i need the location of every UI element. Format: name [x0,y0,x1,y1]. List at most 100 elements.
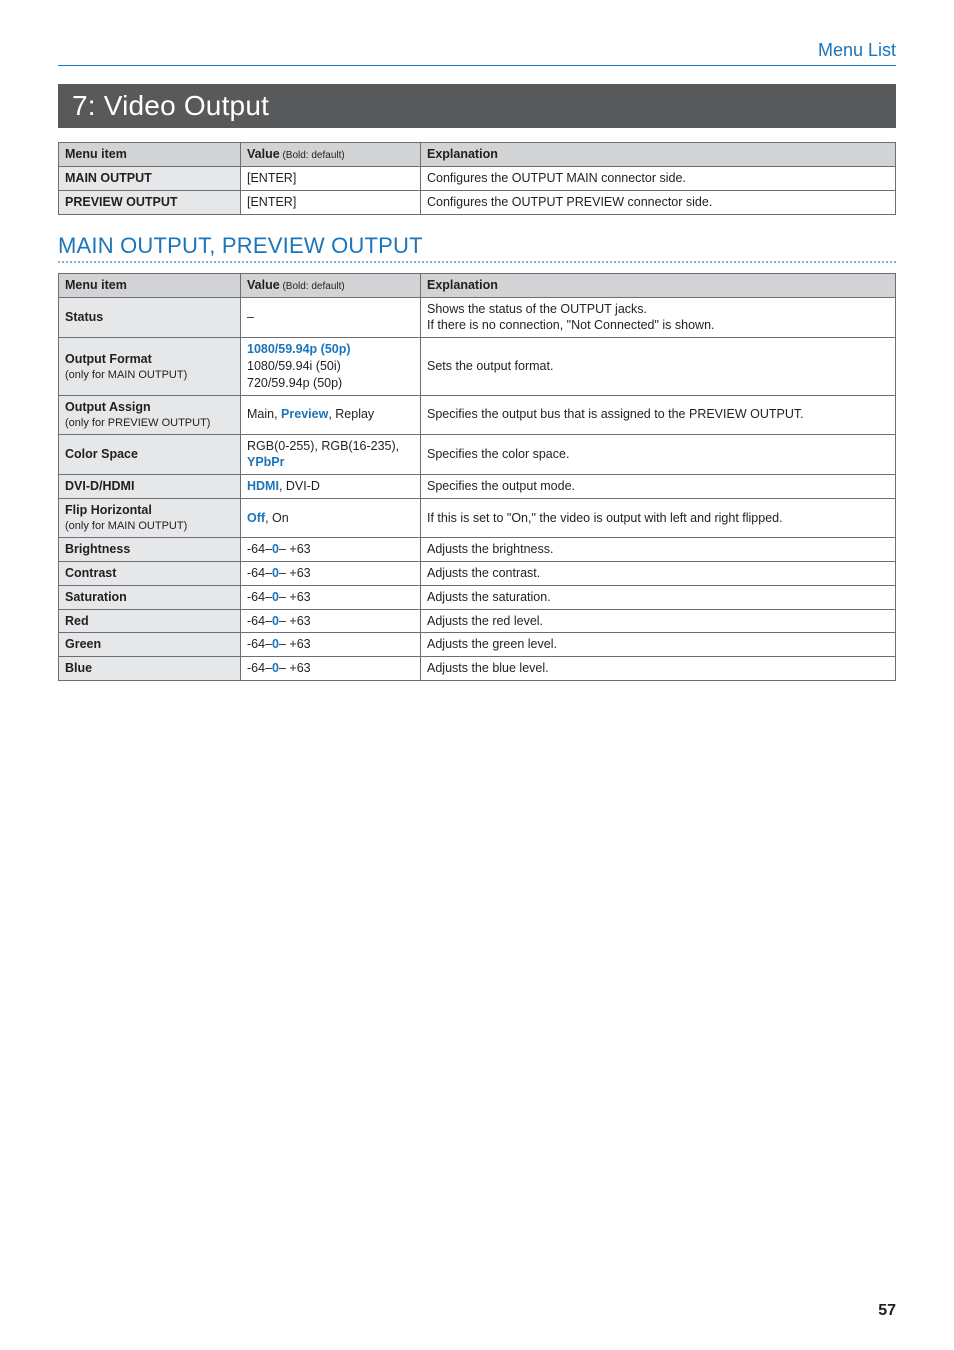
table-row: Output Assign (only for PREVIEW OUTPUT) … [59,395,896,434]
table-row: PREVIEW OUTPUT [ENTER] Configures the OU… [59,190,896,214]
menu-item-cell: Red [59,609,241,633]
value-cell: Off, On [241,499,421,538]
value-cell: HDMI, DVI-D [241,475,421,499]
value-option: – +63 [279,661,311,675]
value-cell: -64–0– +63 [241,585,421,609]
explanation-cell: Adjusts the brightness. [421,537,896,561]
value-cell: – [241,297,421,338]
value-option: -64– [247,542,272,556]
table-row: Output Format (only for MAIN OUTPUT) 108… [59,338,896,396]
menu-item-main: Output Assign [65,400,151,414]
col-header-value-sub: (Bold: default) [280,150,345,161]
menu-item-cell: Output Assign (only for PREVIEW OUTPUT) [59,395,241,434]
value-option: – +63 [279,614,311,628]
page-title-banner: 7: Video Output [58,84,896,128]
page-number: 57 [878,1302,896,1320]
default-value: 0 [272,590,279,604]
explanation-line: Shows the status of the OUTPUT jacks. [427,302,647,316]
table-row: Saturation -64–0– +63 Adjusts the satura… [59,585,896,609]
explanation-cell: Shows the status of the OUTPUT jacks. If… [421,297,896,338]
value-option: – +63 [279,542,311,556]
table-row: Color Space RGB(0-255), RGB(16-235), YPb… [59,434,896,475]
explanation-line: If there is no connection, "Not Connecte… [427,318,715,332]
col-header-value-sub: (Bold: default) [280,281,345,292]
menu-item-cell: Color Space [59,434,241,475]
value-cell: -64–0– +63 [241,537,421,561]
explanation-cell: If this is set to "On," the video is out… [421,499,896,538]
menu-item-cell: Blue [59,657,241,681]
value-cell: -64–0– +63 [241,609,421,633]
value-option: -64– [247,590,272,604]
value-option: -64– [247,614,272,628]
table-row: Red -64–0– +63 Adjusts the red level. [59,609,896,633]
table-row: DVI-D/HDMI HDMI, DVI-D Specifies the out… [59,475,896,499]
value-cell: RGB(0-255), RGB(16-235), YPbPr [241,434,421,475]
value-option: , Replay [328,407,374,421]
value-option: – +63 [279,590,311,604]
col-header-explanation: Explanation [421,273,896,297]
table-row: Blue -64–0– +63 Adjusts the blue level. [59,657,896,681]
default-value: 1080/59.94p (50p) [247,342,351,356]
col-header-menu: Menu item [59,143,241,167]
dotted-divider [58,261,896,263]
explanation-cell: Specifies the output bus that is assigne… [421,395,896,434]
value-cell: 1080/59.94p (50p) 1080/59.94i (50i) 720/… [241,338,421,396]
table-row: MAIN OUTPUT [ENTER] Configures the OUTPU… [59,166,896,190]
menu-item-sub: (only for MAIN OUTPUT) [65,368,234,383]
value-cell: -64–0– +63 [241,657,421,681]
menu-item-cell: Green [59,633,241,657]
explanation-cell: Specifies the output mode. [421,475,896,499]
value-cell: -64–0– +63 [241,633,421,657]
default-value: HDMI [247,479,279,493]
value-cell: [ENTER] [241,166,421,190]
default-value: Preview [281,407,328,421]
col-header-value: Value (Bold: default) [241,143,421,167]
value-cell: [ENTER] [241,190,421,214]
menu-item-cell: Output Format (only for MAIN OUTPUT) [59,338,241,396]
table-row: Brightness -64–0– +63 Adjusts the bright… [59,537,896,561]
explanation-cell: Adjusts the red level. [421,609,896,633]
menu-item-cell: Brightness [59,537,241,561]
value-option: -64– [247,637,272,651]
table-row: Flip Horizontal (only for MAIN OUTPUT) O… [59,499,896,538]
explanation-cell: Specifies the color space. [421,434,896,475]
default-value: 0 [272,566,279,580]
explanation-cell: Adjusts the saturation. [421,585,896,609]
value-option: , DVI-D [279,479,320,493]
table-header-row: Menu item Value (Bold: default) Explanat… [59,273,896,297]
table-row: Contrast -64–0– +63 Adjusts the contrast… [59,561,896,585]
col-header-explanation: Explanation [421,143,896,167]
menu-item-cell: PREVIEW OUTPUT [59,190,241,214]
default-value: 0 [272,542,279,556]
value-cell: Main, Preview, Replay [241,395,421,434]
value-option: – +63 [279,637,311,651]
menu-item-cell: Contrast [59,561,241,585]
default-value: 0 [272,661,279,675]
col-header-menu: Menu item [59,273,241,297]
menu-item-cell: Status [59,297,241,338]
table-header-row: Menu item Value (Bold: default) Explanat… [59,143,896,167]
explanation-cell: Configures the OUTPUT PREVIEW connector … [421,190,896,214]
value-option: – +63 [279,566,311,580]
default-value: Off [247,511,265,525]
value-option: RGB(0-255), RGB(16-235), [247,439,399,453]
table-row: Green -64–0– +63 Adjusts the green level… [59,633,896,657]
value-option: -64– [247,566,272,580]
value-option: 720/59.94p (50p) [247,376,342,390]
col-header-value-main: Value [247,147,280,161]
value-option: -64– [247,661,272,675]
explanation-cell: Adjusts the blue level. [421,657,896,681]
table-row: Status – Shows the status of the OUTPUT … [59,297,896,338]
menu-item-main: Output Format [65,352,152,366]
section-header: Menu List [58,40,896,66]
video-output-table: Menu item Value (Bold: default) Explanat… [58,142,896,215]
output-details-table: Menu item Value (Bold: default) Explanat… [58,273,896,682]
default-value: YPbPr [247,455,285,469]
menu-item-cell: DVI-D/HDMI [59,475,241,499]
value-option: , On [265,511,289,525]
value-option: Main, [247,407,281,421]
col-header-value: Value (Bold: default) [241,273,421,297]
value-option: 1080/59.94i (50i) [247,359,341,373]
menu-item-sub: (only for MAIN OUTPUT) [65,519,234,534]
subsection-heading: MAIN OUTPUT, PREVIEW OUTPUT [58,233,896,259]
